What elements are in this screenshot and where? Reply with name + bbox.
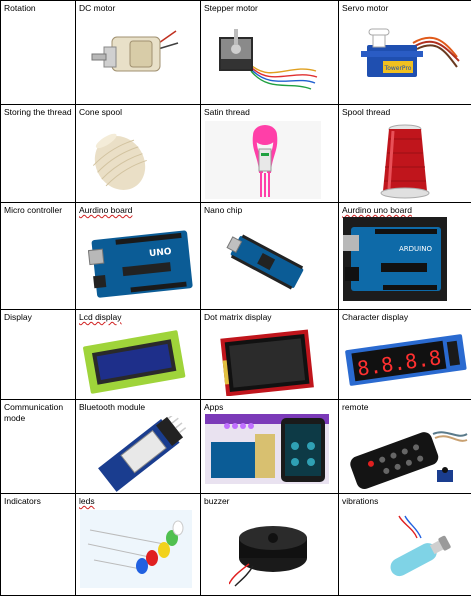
item-label: Lcd display — [76, 310, 200, 325]
item-cell: Character display 8.8.8.8 — [339, 310, 471, 400]
item-label: Aurdino board — [76, 203, 200, 218]
stepper-motor-icon — [211, 23, 321, 95]
item-label: Nano chip — [201, 203, 338, 218]
apps-icon — [205, 414, 329, 484]
item-label: Spool thread — [339, 105, 471, 120]
character-display-icon: 8.8.8.8 — [343, 328, 469, 394]
item-cell: Stepper motor — [201, 1, 339, 105]
arduino-board-icon: UNO — [88, 225, 198, 301]
category-label: Communication mode — [1, 400, 75, 426]
satin-thread-icon — [205, 121, 321, 199]
category-label: Storing the thread — [1, 105, 75, 120]
item-label: remote — [339, 400, 471, 415]
arduino-uno-icon: ARDUINO — [343, 217, 447, 301]
item-cell: Aurdino board UNO — [76, 203, 201, 310]
item-cell: leds — [76, 494, 201, 596]
table-row-micro-controller: Micro controller Aurdino board UNO — [1, 203, 471, 310]
item-cell: DC motor — [76, 1, 201, 105]
item-cell: vibrations — [339, 494, 471, 596]
cone-spool-icon — [80, 123, 160, 199]
leds-icon — [80, 510, 192, 588]
item-cell: Nano chip — [201, 203, 339, 310]
category-cell: Communication mode — [1, 400, 76, 494]
item-cell: Satin thread — [201, 105, 339, 203]
lcd-display-icon — [82, 326, 186, 396]
category-cell: Display — [1, 310, 76, 400]
item-cell: Apps — [201, 400, 339, 494]
category-label: Display — [1, 310, 75, 325]
item-cell: Bluetooth module — [76, 400, 201, 494]
table-row-display: Display Lcd display Dot matrix display — [1, 310, 471, 400]
item-cell: Spool thread — [339, 105, 471, 203]
item-label: DC motor — [76, 1, 200, 16]
vibration-motor-icon — [359, 510, 463, 588]
item-label: Bluetooth module — [76, 400, 200, 415]
item-label: Cone spool — [76, 105, 200, 120]
item-label: Stepper motor — [201, 1, 338, 16]
remote-icon — [343, 414, 469, 492]
table-row-communication: Communication mode Bluetooth module — [1, 400, 471, 494]
spool-thread-icon — [365, 123, 445, 199]
category-cell: Storing the thread — [1, 105, 76, 203]
item-label: buzzer — [201, 494, 338, 509]
category-label: Indicators — [1, 494, 75, 509]
servo-motor-icon: TowerPro — [353, 21, 463, 95]
category-label: Rotation — [1, 1, 75, 16]
item-label: Apps — [201, 400, 338, 415]
item-label: Dot matrix display — [201, 310, 338, 325]
item-cell: Dot matrix display — [201, 310, 339, 400]
category-cell: Rotation — [1, 1, 76, 105]
item-label: Aurdino uno board — [339, 203, 471, 218]
buzzer-icon — [229, 514, 321, 588]
item-cell: buzzer — [201, 494, 339, 596]
table-row-rotation: Rotation DC motor Stepper motor — [1, 1, 471, 105]
category-label: Micro controller — [1, 203, 75, 218]
item-cell: Lcd display — [76, 310, 201, 400]
arduino-brand-text: ARDUINO — [399, 245, 432, 253]
bluetooth-module-icon — [84, 416, 194, 492]
category-cell: Micro controller — [1, 203, 76, 310]
item-cell: remote — [339, 400, 471, 494]
table-row-storing-thread: Storing the thread Cone spool Satin thre… — [1, 105, 471, 203]
item-cell: Servo motor TowerPro — [339, 1, 471, 105]
item-label: vibrations — [339, 494, 471, 509]
item-cell: Cone spool — [76, 105, 201, 203]
nano-chip-icon — [219, 225, 315, 299]
dot-matrix-display-icon — [217, 328, 317, 396]
item-label: Character display — [339, 310, 471, 325]
table-row-indicators: Indicators leds buzzer — [1, 494, 471, 596]
servo-brand-text: TowerPro — [384, 65, 412, 72]
item-label: Satin thread — [201, 105, 338, 120]
item-cell: Aurdino uno board ARDUINO — [339, 203, 471, 310]
item-label: Servo motor — [339, 1, 471, 16]
item-label: leds — [76, 494, 200, 509]
category-cell: Indicators — [1, 494, 76, 596]
dc-motor-icon — [90, 23, 180, 93]
